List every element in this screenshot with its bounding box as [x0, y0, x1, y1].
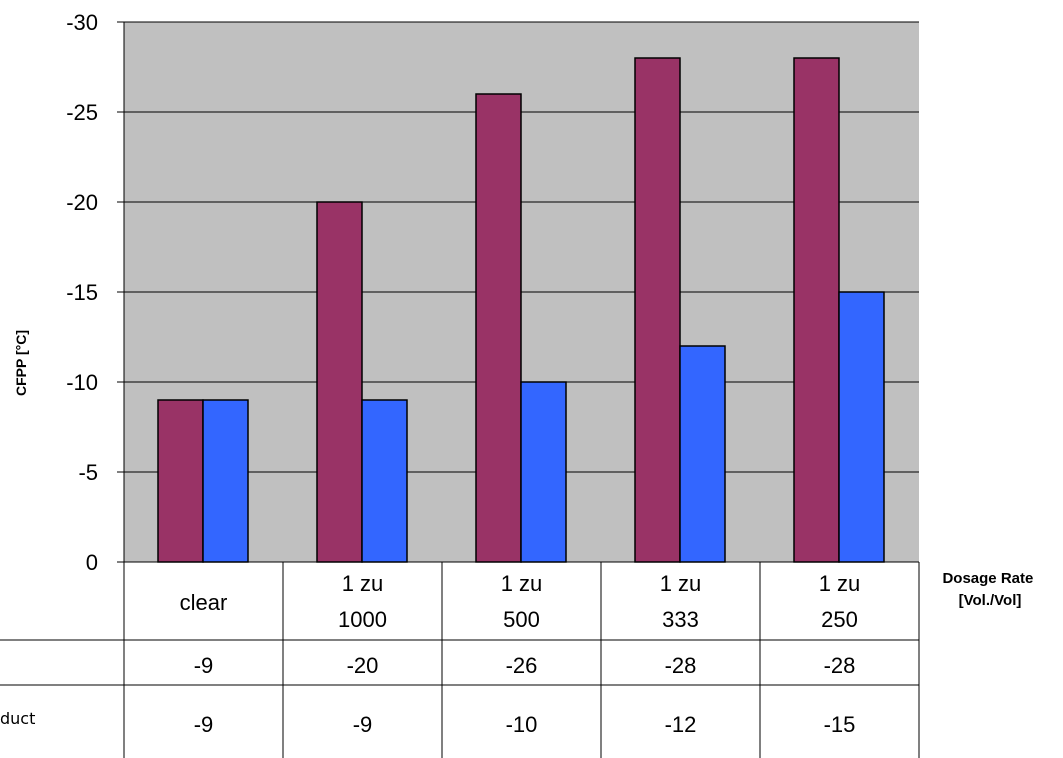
- y-tick-label: -15: [66, 280, 98, 305]
- table-row-label: duct: [0, 709, 35, 728]
- bar-series-2-2: [520, 381, 567, 563]
- bar-series-1-2: [475, 93, 522, 563]
- table-cell-series-1: -9: [194, 653, 214, 678]
- x-category-label: clear: [180, 590, 228, 615]
- y-tick-label: -10: [66, 370, 98, 395]
- bar-series-1-3: [634, 57, 681, 563]
- table-cell-series-1: -28: [665, 653, 697, 678]
- bar-series-2-4: [838, 291, 885, 563]
- y-axis-label: CFPP [°C]: [13, 330, 29, 396]
- table-cell-series-1: -28: [824, 653, 856, 678]
- bar-series-1-1: [316, 201, 363, 563]
- x-category-label: 1 zu 1000: [338, 571, 387, 632]
- x-category-label: 1 zu 333: [660, 571, 702, 632]
- x-axis-title: Dosage Rate [Vol./Vol]: [942, 570, 1037, 609]
- y-tick-label: -5: [78, 460, 98, 485]
- y-axis: 0 -5 -10 -15 -20 -25 -30: [66, 10, 125, 758]
- x-category-label: 1 zu 500: [501, 571, 543, 632]
- x-axis-title-line-2: [Vol./Vol]: [959, 592, 1022, 609]
- table-cell-series-1: -26: [506, 653, 538, 678]
- y-tick-label: -25: [66, 100, 98, 125]
- x-category-label: 1 zu 250: [819, 571, 861, 632]
- y-tick-label: 0: [86, 550, 98, 575]
- table-cell-series-2: -12: [665, 712, 697, 737]
- bars: [157, 57, 885, 563]
- table-cell-series-2: -15: [824, 712, 856, 737]
- y-tick-label: -20: [66, 190, 98, 215]
- table-cell-series-2: -9: [194, 712, 214, 737]
- bar-series-2-3: [679, 345, 726, 563]
- x-axis-title-line-1: Dosage Rate: [942, 570, 1033, 587]
- y-tick-label: -30: [66, 10, 98, 35]
- data-table: clear 1 zu 1000 1 zu 500 1 zu 333 1 zu 250 -9 -20 -…: [0, 561, 920, 758]
- bar-series-1-0: [157, 399, 204, 563]
- bar-series-2-1: [361, 399, 408, 563]
- bar-series-1-4: [793, 57, 840, 563]
- table-cell-series-1: -20: [347, 653, 379, 678]
- table-cell-series-2: -9: [353, 712, 373, 737]
- bar-series-2-0: [202, 399, 249, 563]
- table-cell-series-2: -10: [506, 712, 538, 737]
